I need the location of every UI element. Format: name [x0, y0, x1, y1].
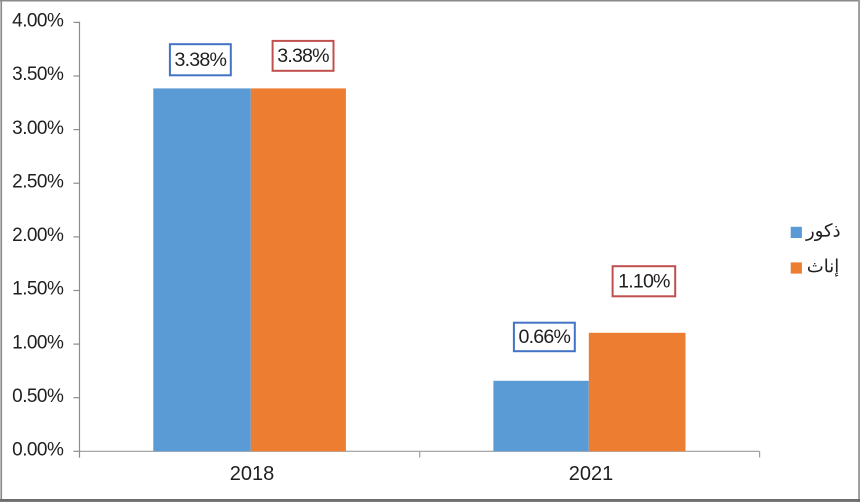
svg-text:0.66%: 0.66% [519, 326, 571, 348]
svg-text:3.38%: 3.38% [175, 49, 227, 71]
svg-text:1.00%: 1.00% [12, 332, 64, 353]
svg-text:2.50%: 2.50% [12, 171, 64, 192]
svg-text:0.00%: 0.00% [12, 440, 64, 461]
svg-text:3.50%: 3.50% [12, 64, 64, 85]
svg-text:1.10%: 1.10% [618, 270, 670, 292]
svg-text:2018: 2018 [230, 463, 275, 485]
svg-text:4.00%: 4.00% [12, 11, 64, 32]
svg-text:3.00%: 3.00% [12, 118, 64, 139]
svg-text:2.00%: 2.00% [12, 225, 64, 246]
svg-text:0.50%: 0.50% [12, 386, 64, 407]
svg-text:1.50%: 1.50% [12, 279, 64, 300]
svg-text:3.38%: 3.38% [277, 45, 329, 67]
svg-text:2021: 2021 [569, 463, 614, 485]
